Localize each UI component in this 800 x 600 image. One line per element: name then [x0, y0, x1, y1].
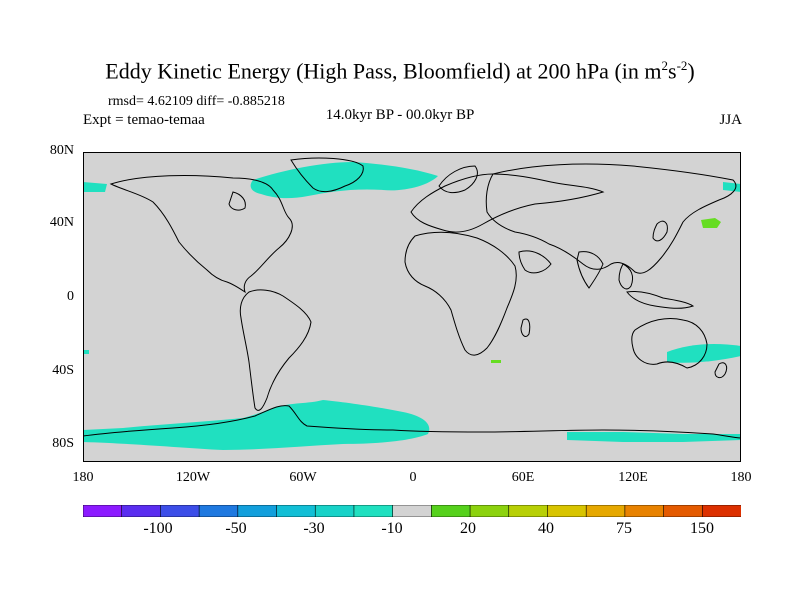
- colorbar-label-7: 75: [616, 520, 632, 537]
- anomaly-north-atlantic-east: [723, 182, 741, 192]
- plot-title: Eddy Kinetic Energy (High Pass, Bloomfie…: [0, 58, 800, 84]
- colorbar-swatch: [547, 505, 587, 517]
- lat-label-40s: 40S: [52, 363, 74, 378]
- coast-antarctica: [83, 405, 741, 439]
- coast-india: [576, 251, 604, 289]
- title-sup-2: -2: [676, 58, 688, 73]
- colorbar-swatch: [353, 505, 394, 517]
- anomaly-north-atlantic: [250, 162, 438, 199]
- coast-arabia: [518, 250, 552, 274]
- period-label: 14.0kyr BP - 00.0kyr BP: [325, 107, 475, 123]
- coast-africa: [404, 231, 517, 356]
- lon-label-60e: 60E: [511, 470, 535, 485]
- title-unit: s: [668, 58, 677, 84]
- lat-label-80n: 80N: [49, 143, 74, 158]
- lat-label-80s: 80S: [52, 436, 74, 451]
- colorbar-label-1: -100: [143, 520, 173, 537]
- colorbar-swatch: [160, 505, 200, 517]
- coast-indonesia: [626, 291, 695, 309]
- colorbar-swatch: [276, 505, 317, 517]
- colorbar-label-4: -10: [381, 520, 403, 537]
- colorbar-label-3: -30: [303, 520, 325, 537]
- colorbar-swatch: [314, 505, 355, 517]
- lon-label-0: 0: [409, 470, 417, 485]
- coast-north-america: [109, 175, 293, 294]
- colorbar-swatch: [431, 505, 471, 517]
- map-frame: [83, 152, 741, 462]
- colorbar-swatch: [701, 505, 741, 517]
- colorbar-swatch: [198, 505, 239, 517]
- anomaly-southern-indian: [567, 432, 741, 442]
- season-label: JJA: [719, 112, 742, 128]
- lat-label-0: 0: [67, 289, 74, 304]
- coast-europe: [410, 173, 605, 233]
- world-map: [83, 152, 741, 462]
- colorbar: [83, 505, 741, 517]
- colorbar-swatch: [624, 505, 665, 517]
- map-background: [83, 152, 741, 462]
- lon-label-60w: 60W: [289, 470, 317, 485]
- coastlines: [83, 157, 741, 439]
- coast-indochina: [618, 263, 634, 290]
- title-text: Eddy Kinetic Energy (High Pass, Bloomfie…: [105, 58, 662, 84]
- title-sup-1: 2: [661, 58, 669, 73]
- colorbar-label-5: 20: [460, 520, 476, 537]
- anomaly-north-pacific: [701, 218, 721, 228]
- colorbar-swatch: [83, 505, 123, 517]
- stats-text: rmsd= 4.62109 diff= -0.885218: [108, 94, 285, 109]
- experiment-label: Expt = temao-temaa: [83, 112, 205, 128]
- anomaly-southern-pacific: [83, 400, 430, 450]
- colorbar-label-8: 150: [690, 520, 714, 537]
- anomaly-west-south-edge: [83, 350, 89, 354]
- anomaly-south-atlantic-dot: [491, 360, 501, 363]
- colorbar-swatch: [237, 505, 278, 517]
- coast-australia: [631, 317, 708, 369]
- coast-south-america: [239, 289, 312, 411]
- coast-new-zealand: [714, 362, 728, 379]
- coast-asia: [485, 163, 737, 274]
- coast-japan: [652, 220, 668, 242]
- lon-label-120w: 120W: [175, 470, 211, 485]
- colorbar-swatch: [663, 505, 704, 517]
- colorbar-swatch: [469, 505, 510, 517]
- coast-greenland: [290, 157, 364, 193]
- colorbar-swatch: [392, 505, 433, 517]
- lon-label-120e: 120E: [618, 470, 648, 485]
- colorbar-swatch: [121, 505, 162, 517]
- anomaly-fills: [83, 162, 741, 450]
- colorbar-swatch: [508, 505, 549, 517]
- lat-label-40n: 40N: [49, 215, 74, 230]
- coast-scandinavia: [438, 165, 478, 194]
- anomaly-north-atlantic-west: [83, 182, 107, 192]
- title-close: ): [687, 58, 695, 84]
- lon-label-180e: 180: [730, 470, 752, 485]
- colorbar-label-2: -50: [225, 520, 247, 537]
- lon-label-180w: 180: [72, 470, 94, 485]
- colorbar-label-6: 40: [538, 520, 554, 537]
- coast-madagascar: [520, 318, 531, 337]
- coast-hudson-bay: [228, 191, 246, 211]
- colorbar-swatch: [585, 505, 626, 517]
- anomaly-south-australia: [667, 344, 741, 363]
